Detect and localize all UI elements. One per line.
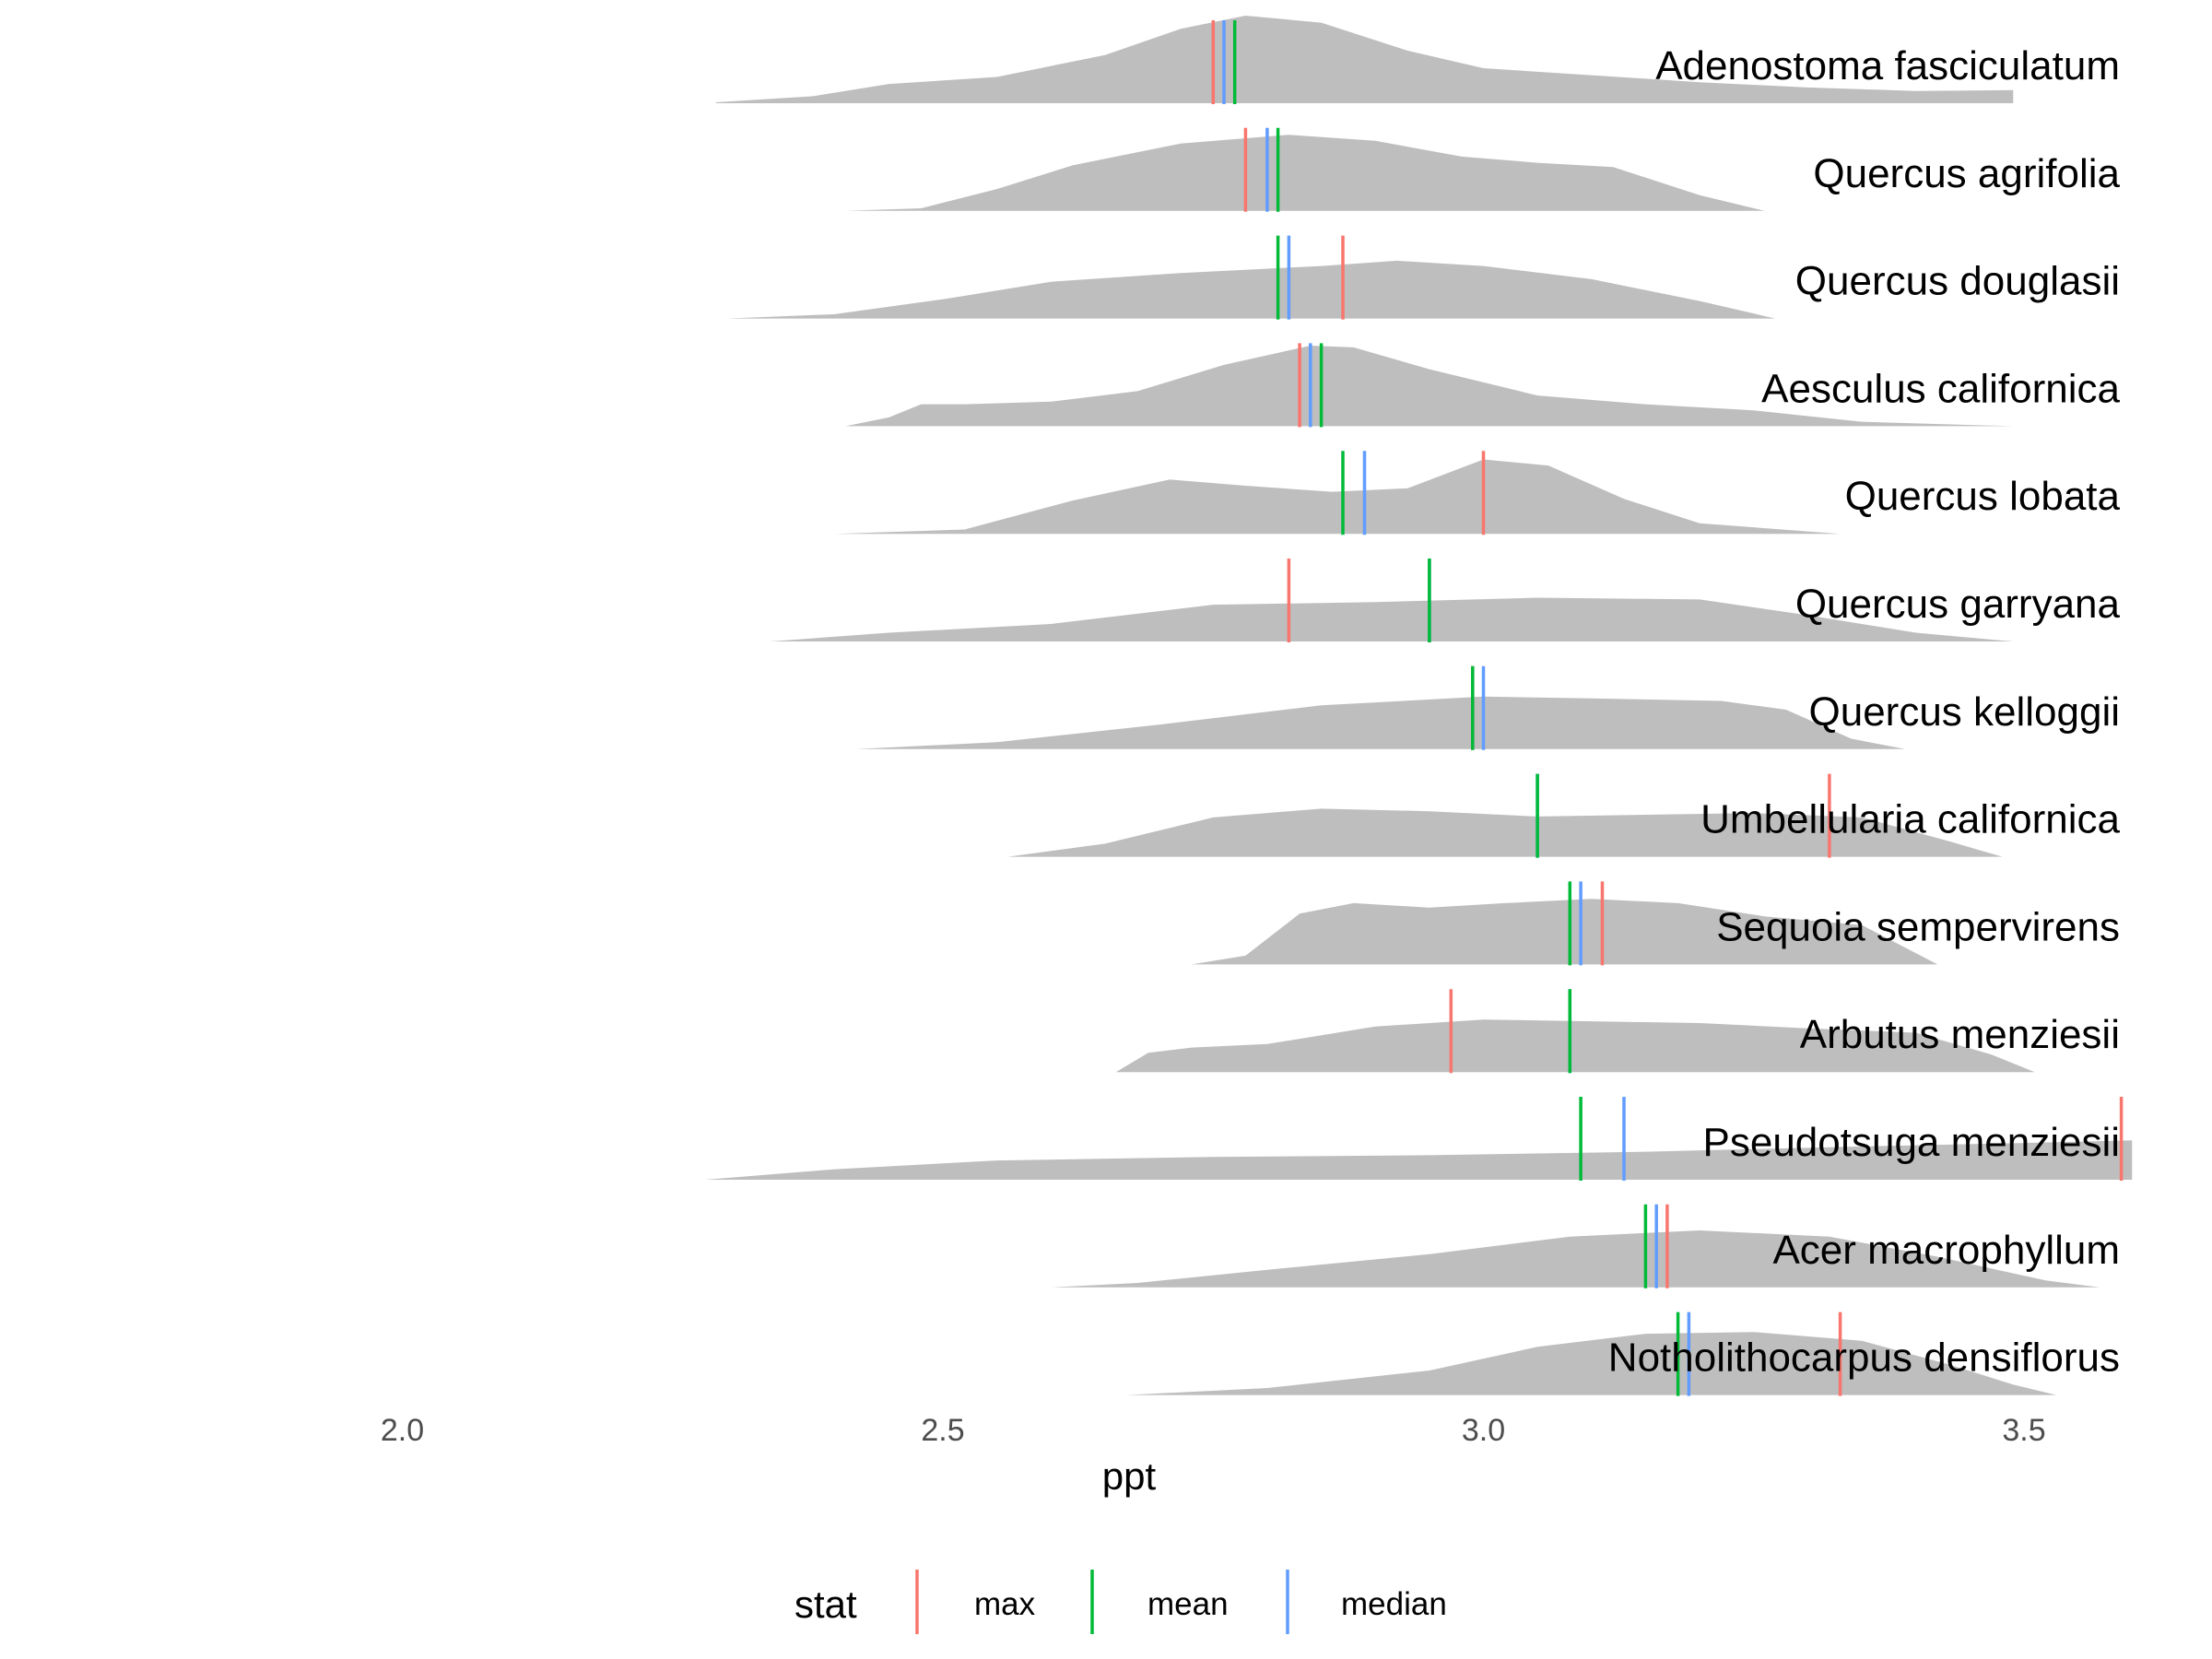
- density-ridge-pseudotsuga-menziesii: [704, 1140, 2133, 1180]
- legend-label-max: max: [974, 1586, 1036, 1622]
- species-label-notholithocarpus-densiflorus: Notholithocarpus densiflorus: [1608, 1335, 2120, 1381]
- species-label-pseudotsuga-menziesii: Pseudotsuga menziesii: [1703, 1120, 2120, 1165]
- species-label-aesculus-californica: Aesculus californica: [1761, 366, 2120, 411]
- legend-title: stat: [794, 1583, 857, 1626]
- density-ridge-quercus-agrifolia: [845, 135, 1765, 211]
- density-ridge-sequoia-sempervirens: [1191, 899, 1938, 965]
- density-ridges: [704, 16, 2133, 1395]
- density-ridge-aesculus-californica: [845, 346, 2014, 427]
- species-label-quercus-douglasii: Quercus douglasii: [1795, 259, 2120, 304]
- species-label-quercus-agrifolia: Quercus agrifolia: [1813, 151, 2120, 196]
- species-label-sequoia-sempervirens: Sequoia sempervirens: [1716, 904, 2120, 949]
- species-label-quercus-lobata: Quercus lobata: [1845, 474, 2121, 519]
- density-ridge-quercus-garryana: [770, 597, 2014, 641]
- density-ridge-umbellularia-californica: [1007, 808, 2003, 857]
- species-label-adenostoma-fasciculatum: Adenostoma fasciculatum: [1655, 43, 2120, 88]
- legend-entry-median: median: [1286, 1570, 1447, 1634]
- density-ridge-adenostoma-fasciculatum: [715, 16, 2014, 103]
- stat-lines: [1211, 20, 2124, 1396]
- x-tick-label: 2.5: [921, 1413, 964, 1448]
- species-label-acer-macrophyllum: Acer macrophyllum: [1772, 1228, 2120, 1273]
- x-axis: 2.0 2.5 3.0 3.5: [381, 1413, 2046, 1448]
- legend-entry-max: max: [915, 1570, 1036, 1634]
- species-label-quercus-kelloggii: Quercus kelloggii: [1809, 689, 2121, 735]
- species-label-arbutus-menziesii: Arbutus menziesii: [1800, 1012, 2120, 1057]
- x-tick-label: 3.5: [2002, 1413, 2045, 1448]
- density-ridge-quercus-kelloggii: [856, 696, 1906, 749]
- species-label-umbellularia-californica: Umbellularia californica: [1700, 797, 2120, 842]
- x-tick-label: 2.0: [381, 1413, 424, 1448]
- density-ridge-quercus-douglasii: [726, 260, 1776, 319]
- species-labels: Adenostoma fasciculatum Quercus agrifolia…: [1608, 43, 2121, 1381]
- x-axis-title: ppt: [1102, 1454, 1157, 1498]
- legend-entry-mean: mean: [1090, 1570, 1229, 1634]
- density-ridge-notholithocarpus-densiflorus: [1126, 1332, 2057, 1395]
- density-ridge-quercus-lobata: [834, 459, 1841, 535]
- legend-label-mean: mean: [1147, 1586, 1229, 1622]
- legend-label-median: median: [1341, 1586, 1447, 1622]
- legend: stat max mean median: [794, 1570, 1447, 1634]
- density-ridge-acer-macrophyllum: [813, 1230, 2100, 1288]
- x-tick-label: 3.0: [1462, 1413, 1505, 1448]
- density-ridge-arbutus-menziesii: [1115, 1019, 2035, 1073]
- species-label-quercus-garryana: Quercus garryana: [1795, 582, 2121, 627]
